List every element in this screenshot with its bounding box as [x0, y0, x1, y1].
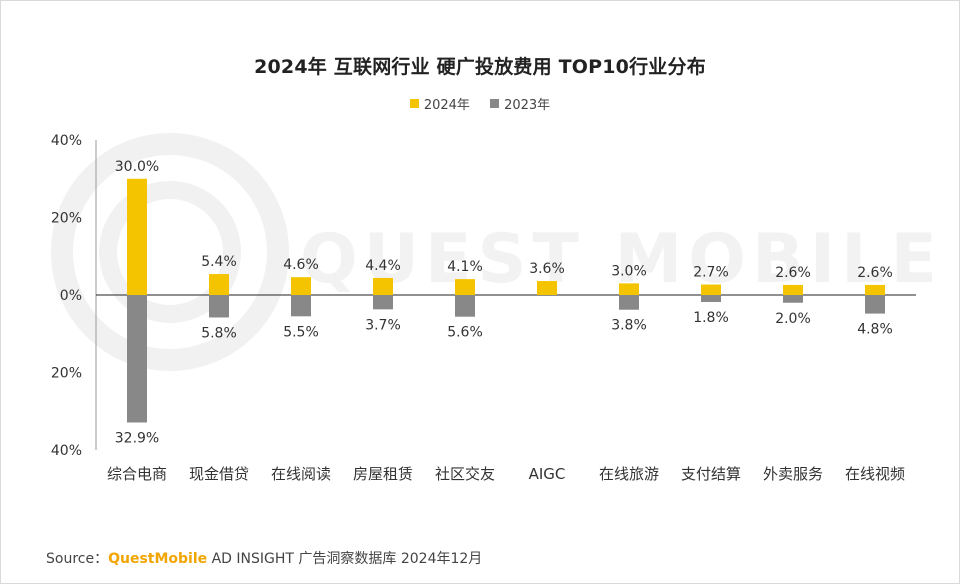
data-label-2024: 3.6%: [529, 261, 565, 277]
data-label-2023: 32.9%: [115, 430, 159, 446]
x-category-label: 在线阅读: [271, 465, 331, 483]
bar-2023: [291, 295, 311, 317]
legend: 2024年 2023年: [0, 94, 960, 113]
legend-item-2024: 2024年: [409, 94, 470, 113]
bar-2024: [619, 283, 639, 295]
x-category-label: AIGC: [529, 465, 566, 483]
bar-2024: [209, 274, 229, 295]
data-label-2024: 2.6%: [857, 265, 893, 281]
bar-2024: [373, 277, 393, 295]
bar-2024: [783, 284, 803, 295]
data-label-2023: 5.8%: [201, 325, 237, 341]
bar-2023: [455, 295, 475, 317]
bar-2024: [865, 284, 885, 295]
x-category-label: 综合电商: [107, 465, 167, 483]
bar-2023: [865, 295, 885, 314]
legend-swatch-2024: [409, 99, 419, 108]
data-label-2024: 3.0%: [611, 263, 647, 279]
data-label-2024: 4.4%: [365, 258, 401, 274]
data-label-2024: 30.0%: [115, 159, 159, 175]
data-label-2023: 3.7%: [365, 317, 401, 333]
legend-label-2023: 2023年: [504, 98, 551, 113]
source-brand: QuestMobile: [108, 551, 208, 567]
y-tick-label: 0%: [60, 288, 82, 304]
bar-2023: [783, 295, 803, 303]
legend-item-2023: 2023年: [490, 94, 550, 113]
bar-2024: [455, 279, 475, 295]
data-label-2023: 5.5%: [283, 324, 319, 340]
source-rest: AD INSIGHT 广告洞察数据库 2024年12月: [207, 551, 483, 567]
data-label-2023: 5.6%: [447, 325, 483, 341]
data-label-2024: 4.1%: [447, 259, 483, 275]
y-tick-label: 40%: [51, 133, 82, 149]
axes: 40% 20% 0% 20% 40% 综合电商 现金借贷 在线阅读 房屋租赁 社区交友 AIGC 在线…: [51, 133, 916, 483]
bar-2023: [209, 295, 229, 318]
x-category-label: 在线旅游: [599, 465, 659, 483]
bars: [127, 178, 885, 423]
x-category-label: 在线视频: [845, 465, 905, 483]
watermark: QUEST MOBILE: [51, 133, 943, 371]
legend-swatch-2023: [490, 99, 500, 108]
data-label-2024: 4.6%: [283, 257, 319, 273]
data-label-2024: 2.7%: [693, 265, 729, 281]
bar-2023: [127, 295, 147, 423]
y-tick-label: 40%: [51, 443, 82, 459]
data-label-2023: 4.8%: [857, 322, 893, 338]
bar-2024: [291, 277, 311, 295]
legend-label-2024: 2024年: [423, 98, 470, 113]
x-category-label: 外卖服务: [763, 465, 823, 483]
chart-title: 2024年 互联网行业 硬广投放费用 TOP10行业分布: [254, 56, 706, 78]
data-label-2024: 5.4%: [201, 254, 237, 270]
data-label-2024: 2.6%: [775, 265, 811, 281]
bar-2024: [701, 284, 721, 295]
data-label-2023: 2.0%: [775, 311, 811, 327]
x-category-label: 房屋租赁: [353, 465, 413, 483]
bar-2024: [537, 281, 557, 295]
bar-2023: [619, 295, 639, 310]
x-category-label: 社区交友: [435, 465, 495, 483]
data-label-2023: 3.8%: [611, 318, 647, 334]
bar-2024: [127, 178, 147, 295]
x-category-label: 支付结算: [681, 465, 741, 483]
watermark-text: QUEST MOBILE: [300, 220, 943, 299]
source-note: Source：QuestMobile AD INSIGHT 广告洞察数据库 20…: [46, 548, 482, 568]
bar-2023: [701, 295, 721, 302]
y-tick-label: 20%: [51, 211, 82, 227]
bar-2023: [373, 295, 393, 310]
x-category-label: 现金借贷: [189, 465, 249, 483]
y-tick-label: 20%: [51, 366, 82, 382]
source-prefix: Source：: [46, 551, 109, 567]
data-labels: 30.0% 32.9% 5.4% 5.8% 4.6% 5.5% 4.4% 3.7% 4.1% 5.…: [115, 159, 893, 447]
data-label-2023: 1.8%: [693, 310, 729, 326]
